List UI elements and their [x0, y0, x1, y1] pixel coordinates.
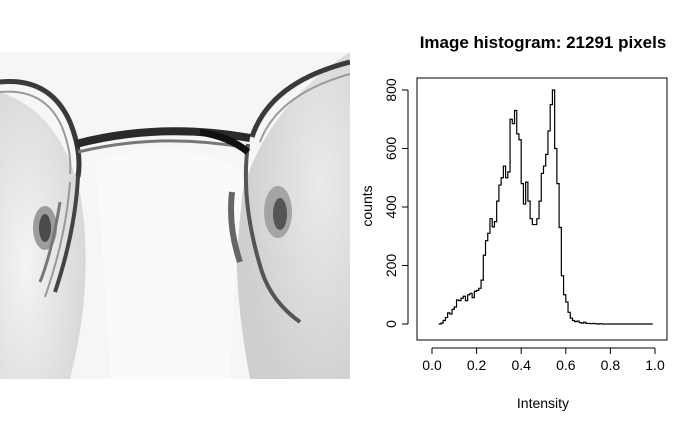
photo-panel	[0, 52, 351, 379]
histogram-svg: Image histogram: 21291 pixels 0.0 0.2 0.4 0…	[359, 33, 668, 411]
x-tick-label: 0.0	[422, 357, 442, 373]
y-tick-label: 800	[383, 78, 399, 102]
y-tick-label: 200	[383, 254, 399, 278]
x-tick-label: 0.6	[556, 357, 576, 373]
histogram-line	[438, 89, 653, 325]
x-axis-label: Intensity	[517, 395, 569, 411]
y-tick-label: 600	[383, 137, 399, 161]
x-tick-label: 0.8	[601, 357, 621, 373]
plot-frame	[416, 77, 668, 341]
x-axis: 0.0 0.2 0.4 0.6 0.8 1.0	[422, 347, 665, 373]
y-axis-label: counts	[359, 185, 375, 226]
x-tick-label: 1.0	[645, 357, 665, 373]
y-tick-label: 0	[383, 320, 399, 328]
y-tick-label: 400	[383, 195, 399, 219]
y-axis: 0 200 400 600 800	[383, 78, 409, 328]
x-tick-label: 0.2	[467, 357, 487, 373]
chart-title: Image histogram: 21291 pixels	[420, 33, 667, 52]
eyeglasses-photo	[0, 52, 351, 379]
histogram-chart: Image histogram: 21291 pixels 0.0 0.2 0.4 0…	[350, 0, 700, 432]
x-tick-label: 0.4	[511, 357, 531, 373]
